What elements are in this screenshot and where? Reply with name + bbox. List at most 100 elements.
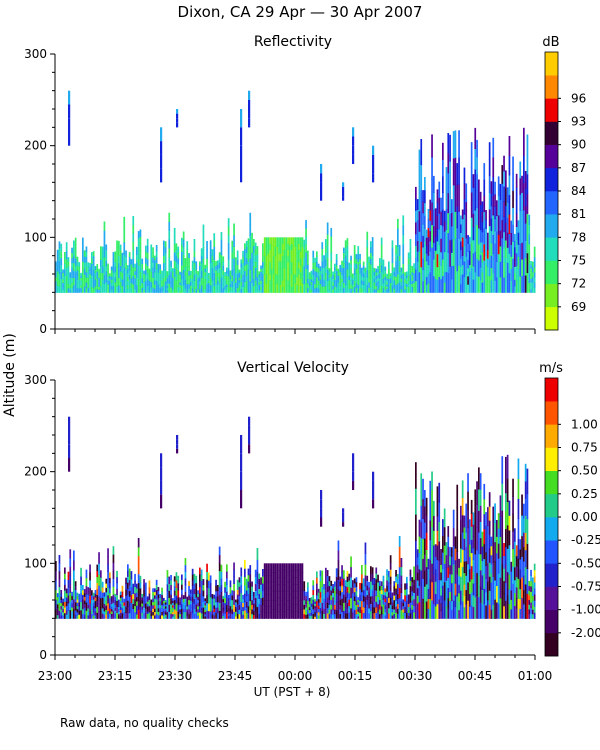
echo-cell (130, 610, 133, 619)
echo-cell (215, 607, 217, 614)
echo-cell (177, 263, 180, 270)
echo-cell (321, 267, 324, 275)
echo-cell (323, 255, 325, 262)
echo-cell (136, 596, 138, 602)
echo-cell (269, 581, 271, 589)
echo-cell (425, 260, 428, 270)
echo-cell (523, 182, 525, 211)
echo-cell (186, 599, 189, 604)
echo-cell (105, 613, 108, 619)
upper-echo (342, 517, 345, 523)
echo-cell (478, 575, 480, 598)
echo-cell (368, 602, 370, 609)
echo-cell (251, 581, 253, 587)
echo-cell (281, 261, 284, 269)
echo-cell (190, 603, 192, 608)
echo-cell (92, 287, 95, 293)
echo-cell (326, 257, 329, 270)
echo-cell (260, 283, 262, 287)
echo-cell (186, 258, 189, 268)
echo-cell (334, 276, 336, 281)
echo-cell (227, 242, 230, 252)
echo-cell (366, 284, 369, 293)
echo-cell (317, 588, 320, 593)
echo-cell (499, 230, 502, 247)
echo-cell (533, 251, 536, 258)
upper-echo (240, 453, 243, 472)
echo-cell (247, 599, 250, 607)
echo-cell (438, 482, 441, 503)
echo-cell (512, 496, 514, 515)
echo-cell (179, 599, 181, 603)
echo-cell (474, 230, 477, 252)
echo-cell (515, 226, 518, 241)
echo-cell (181, 603, 183, 610)
echo-cell (370, 566, 372, 575)
echo-cell (317, 288, 320, 293)
echo-cell (107, 579, 109, 588)
echo-cell (227, 613, 230, 617)
echo-cell (404, 278, 406, 283)
echo-cell (182, 605, 185, 609)
echo-cell (74, 585, 77, 590)
echo-cell (494, 503, 496, 524)
echo-cell (519, 276, 522, 293)
echo-cell (467, 267, 469, 277)
echo-cell (487, 525, 489, 545)
echo-cell (377, 274, 379, 279)
echo-cell (425, 253, 428, 262)
echo-cell (413, 566, 415, 574)
echo-cell (478, 510, 480, 533)
echo-cell (209, 575, 212, 583)
echo-cell (256, 606, 259, 619)
echo-cell (65, 597, 68, 602)
echo-cell (182, 246, 185, 255)
echo-cell (386, 607, 388, 614)
echo-cell (485, 228, 487, 238)
echo-cell (449, 582, 451, 592)
echo-cell (326, 596, 329, 603)
colorbar-label: -0.75 (571, 580, 600, 594)
echo-cell (193, 598, 196, 604)
echo-cell (361, 280, 363, 285)
echo-cell (481, 211, 484, 223)
echo-cell (179, 279, 181, 283)
echo-cell (110, 282, 113, 287)
echo-cell (152, 608, 154, 613)
echo-cell (67, 283, 70, 289)
echo-cell (290, 575, 293, 583)
echo-cell (508, 272, 511, 293)
colorbar-label: -0.25 (571, 533, 600, 547)
echo-cell (305, 595, 307, 600)
echo-cell (404, 285, 406, 290)
figure-title: Dixon, CA 29 Apr — 30 Apr 2007 (178, 3, 423, 21)
echo-cell (184, 591, 187, 599)
echo-cell (112, 278, 115, 287)
echo-cell (263, 264, 266, 275)
echo-cell (514, 285, 516, 293)
echo-cell (199, 580, 201, 588)
echo-cell (89, 270, 91, 275)
echo-cell (64, 590, 66, 597)
echo-cell (316, 583, 318, 590)
echo-cell (366, 231, 369, 240)
echo-cell (488, 158, 491, 177)
echo-cell (512, 156, 514, 174)
echo-cell (166, 570, 169, 578)
echo-cell (206, 587, 208, 596)
echo-cell (226, 273, 228, 277)
echo-cell (364, 284, 367, 289)
echo-cell (431, 269, 433, 293)
echo-cell (233, 269, 235, 282)
echo-cell (235, 606, 237, 610)
echo-cell (143, 584, 145, 591)
echo-cell (200, 607, 203, 614)
echo-cell (197, 271, 199, 276)
echo-cell (328, 286, 331, 290)
echo-cell (407, 615, 410, 619)
echo-cell (105, 260, 108, 267)
echo-cell (458, 558, 460, 568)
echo-cell (253, 599, 255, 604)
echo-cell (83, 250, 86, 257)
echo-cell (449, 609, 451, 619)
